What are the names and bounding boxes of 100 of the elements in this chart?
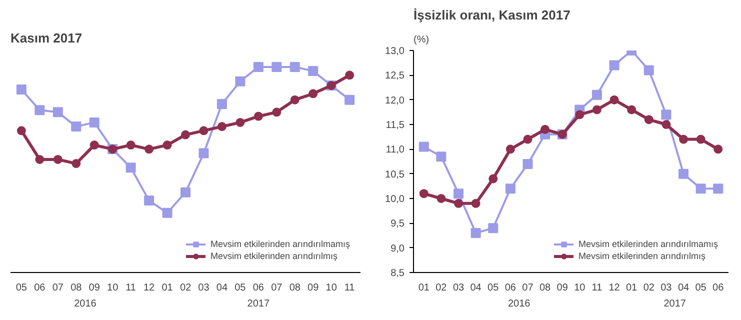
point (436, 194, 446, 203)
point (72, 159, 81, 168)
y-tick-label: 9,0 (390, 243, 405, 254)
point (198, 148, 209, 158)
point (678, 168, 688, 179)
point (540, 124, 550, 134)
point (144, 196, 154, 206)
text: 2016 (508, 298, 531, 310)
point (679, 134, 688, 144)
x-tick-label: 04 (216, 282, 228, 294)
x-tick-label: 02 (180, 282, 192, 294)
x-tick-label: 11 (126, 282, 136, 294)
point (714, 144, 723, 154)
point (470, 228, 481, 238)
point (235, 76, 246, 86)
point (126, 162, 136, 173)
point (488, 174, 498, 184)
x-tick-label: 09 (556, 282, 568, 294)
legend-label: Mevsim etkilerinden arındırılmamış (210, 238, 350, 250)
x-tick-label: 08 (289, 282, 301, 294)
point (90, 140, 99, 150)
point (418, 142, 429, 152)
x-tick-label: 02 (643, 282, 655, 294)
point (506, 144, 515, 154)
y-tick-label: 9,5 (390, 218, 405, 230)
point (436, 152, 446, 162)
x-tick-label: 04 (470, 282, 482, 294)
point (53, 154, 62, 164)
y-tick-label: 13,0 (385, 46, 405, 57)
point (610, 95, 619, 104)
x-tick-label: 06 (504, 282, 516, 294)
x-tick-label: 09 (88, 282, 100, 294)
x-tick-label: 05 (16, 282, 28, 294)
point (419, 189, 428, 198)
y-tick-label: 11,0 (386, 144, 405, 156)
point (592, 105, 602, 114)
chart-title: İşsizlik oranı, Kasım 2017 (414, 8, 570, 22)
x-tick-label: 04 (678, 282, 690, 294)
point (216, 98, 227, 109)
x-tick-label: 06 (34, 282, 46, 294)
x-tick-label: 07 (522, 282, 534, 294)
point (696, 134, 706, 144)
x-tick-label: 11 (592, 282, 603, 294)
x-tick-label: 10 (574, 282, 586, 294)
point (644, 115, 654, 124)
point (52, 107, 63, 118)
point (290, 62, 300, 72)
point (180, 187, 190, 198)
point (345, 70, 354, 80)
point (488, 223, 498, 234)
point (609, 60, 620, 70)
point (308, 89, 318, 98)
x-tick-label: 11 (344, 282, 356, 294)
legend-label: Mevsim etkilerinden arındırılmış (578, 250, 706, 262)
point (34, 105, 45, 116)
chart-title: Kasım 2017 (10, 30, 82, 46)
x-tick-label: 12 (608, 282, 620, 294)
point (71, 122, 82, 132)
x-tick-label: 03 (198, 282, 210, 294)
point (236, 118, 245, 127)
x-tick-label: 01 (418, 282, 430, 294)
legend-label: Mevsim etkilerinden arındırılmış (210, 250, 338, 262)
point (522, 158, 533, 169)
x-tick-label: 10 (326, 282, 338, 294)
point (505, 184, 516, 194)
x-tick-label: 07 (271, 282, 283, 294)
point (181, 130, 190, 140)
x-tick-label: 09 (308, 282, 320, 294)
y-tick-label: 8,5 (390, 268, 405, 279)
point (713, 184, 724, 194)
text: 2016 (74, 298, 97, 310)
point (454, 198, 463, 208)
point (523, 134, 532, 144)
point (199, 126, 208, 136)
x-tick-label: 03 (452, 282, 464, 294)
point (144, 144, 154, 154)
point (217, 122, 226, 132)
point (290, 95, 300, 104)
x-tick-label: 12 (143, 282, 156, 294)
y-tick-label: 11,5 (386, 120, 405, 131)
text: 2017 (247, 298, 270, 310)
x-tick-label: 06 (252, 282, 264, 294)
point (662, 120, 671, 129)
x-tick-label: 05 (695, 282, 707, 294)
x-tick-label: 05 (488, 282, 500, 294)
y-tick-label: 10,5 (385, 169, 405, 180)
x-tick-label: 01 (626, 282, 638, 294)
point (254, 112, 263, 121)
point (592, 90, 602, 100)
point (35, 154, 44, 164)
y-tick-label: 12,0 (385, 95, 405, 106)
point (16, 126, 26, 136)
point (253, 62, 264, 72)
point (696, 184, 706, 194)
point (344, 94, 355, 105)
legend-label: Mevsim etkilerinden arındırılmamış (578, 238, 718, 250)
x-tick-label: 01 (162, 282, 174, 294)
point (126, 140, 136, 150)
point (644, 65, 654, 76)
point (661, 110, 672, 120)
